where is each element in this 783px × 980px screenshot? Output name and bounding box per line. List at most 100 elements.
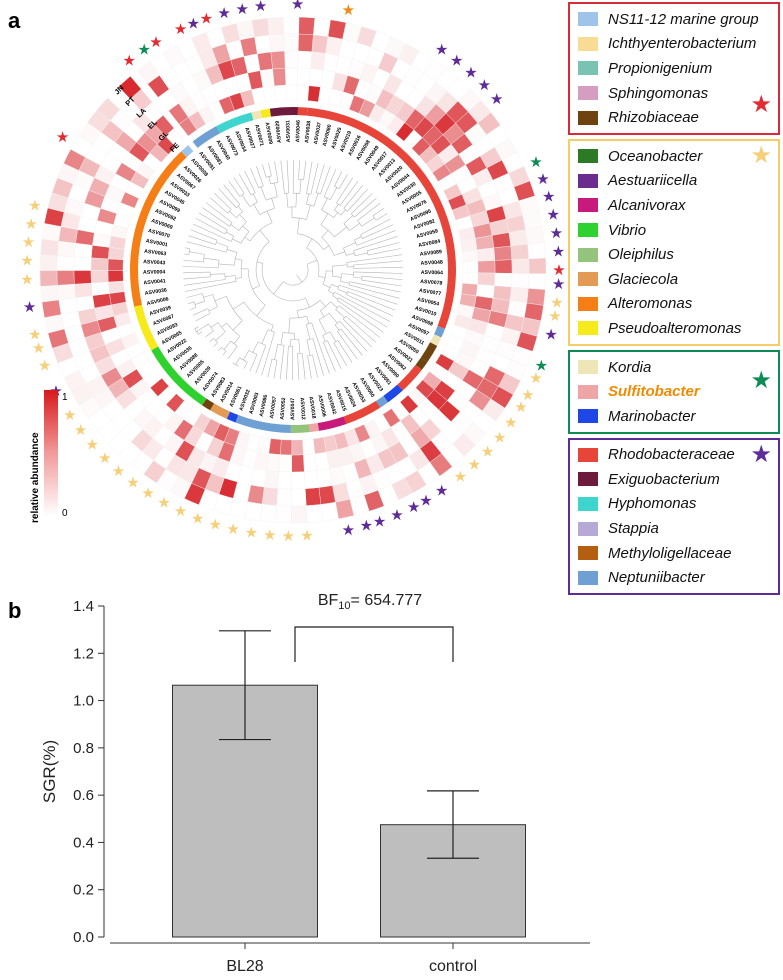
star-icon: ★	[521, 387, 534, 404]
tree-branch	[346, 294, 394, 317]
tree-branch	[270, 325, 274, 332]
tree-branch	[247, 268, 266, 306]
heatmap-cell	[57, 283, 76, 301]
star-icon: ★	[478, 77, 491, 94]
heatmap-cell	[285, 84, 298, 101]
asv-label: ASV0057	[269, 396, 278, 419]
heatmap-cell	[57, 240, 76, 257]
legend-label: Propionigenium	[608, 59, 713, 77]
tree-branch	[346, 254, 402, 263]
tree-branch	[214, 295, 227, 302]
star-icon: ★	[141, 485, 154, 502]
heatmap-cell	[254, 34, 272, 55]
legend-label: Methyloligellaceae	[608, 544, 732, 562]
taxonomy-ring	[130, 107, 457, 433]
legend-label: Sulfitobacter	[608, 383, 700, 401]
legend-group: Rhodobacteraceae Exiguobacterium Hyphomona…	[568, 437, 780, 596]
asv-label: ASV0064	[421, 270, 443, 276]
legend-swatch	[578, 149, 598, 164]
tree-branch	[345, 315, 377, 343]
tree-branch	[203, 294, 213, 298]
star-icon: ★	[544, 326, 557, 343]
heatmap-cell	[58, 297, 79, 315]
tree-branch	[307, 355, 312, 379]
heatmap-cell	[262, 85, 277, 103]
taxonomy-segment	[192, 126, 221, 148]
asv-label: ASV0080	[322, 124, 333, 147]
star-icon: ★	[504, 415, 517, 432]
star-icon: ★	[217, 5, 230, 22]
star-icon: ★	[360, 518, 373, 535]
tree-branch	[236, 204, 241, 208]
tree-branch	[240, 231, 250, 244]
legend-label: Oceanobacter	[608, 147, 703, 165]
tree-branch	[186, 241, 227, 253]
legend-swatch	[578, 198, 598, 213]
star-icon: ★	[342, 2, 355, 19]
legend-label: Sphingomonas	[608, 84, 709, 102]
star-icon: ★	[20, 253, 33, 270]
legend-item: Methyloligellaceae	[578, 541, 772, 566]
asv-label: ASV0009	[264, 122, 274, 145]
tree-branch	[306, 203, 315, 207]
taxonomy-segment	[151, 346, 207, 406]
heatmap-cell	[39, 270, 58, 287]
tree-branch	[183, 266, 219, 268]
tree-branch	[184, 279, 226, 286]
star-icon: ★	[454, 469, 467, 486]
taxonomy-segment	[209, 403, 231, 419]
tree-branch	[235, 357, 240, 365]
legend-label: Rhodobacteraceae	[608, 446, 735, 464]
tree-branch	[340, 328, 363, 356]
heatmap-cell	[492, 285, 512, 301]
asv-label: ASV0059	[416, 228, 439, 240]
legend-swatch	[578, 546, 598, 561]
tree-branch	[210, 273, 225, 275]
taxonomy-segment	[415, 357, 428, 370]
tree-branch	[268, 176, 271, 185]
legend-item: Alcanivorax	[578, 193, 772, 218]
legend-star-icon: ★	[750, 367, 772, 395]
asv-label: ASV0043	[143, 259, 166, 266]
star-icon: ★	[24, 216, 37, 233]
asv-label: ASV0089	[420, 249, 443, 258]
tree-branch	[224, 273, 226, 280]
heatmap-cell	[107, 258, 124, 271]
heatmap-cell	[269, 33, 285, 53]
tree-branch	[205, 330, 214, 338]
asv-label: ASV0047	[290, 398, 296, 420]
heatmap-cell	[90, 257, 109, 271]
heatmap-cell	[291, 488, 307, 507]
legend-label: Glaciecola	[608, 270, 679, 288]
tree-branch	[321, 230, 329, 238]
tree-branch	[322, 283, 331, 288]
tree-branch	[215, 331, 226, 341]
tree-branch	[349, 223, 360, 231]
heatmap-cell	[511, 258, 530, 274]
tree-branch	[243, 361, 248, 369]
heatmap-cell	[491, 232, 511, 249]
tree-branch	[286, 346, 289, 380]
tree-branch	[360, 218, 391, 235]
tree-branch	[354, 198, 377, 218]
star-icon: ★	[535, 357, 548, 374]
star-icon: ★	[20, 271, 33, 288]
star-icon: ★	[187, 15, 200, 32]
heatmap-cell	[270, 50, 286, 70]
tree-branch	[335, 309, 345, 318]
tree-branch	[321, 198, 328, 211]
tree-branch	[297, 353, 300, 380]
heatmap-cell	[40, 238, 60, 256]
heatmap-cell	[40, 285, 60, 303]
heatmap-cell	[305, 487, 322, 506]
tree-branch	[337, 340, 353, 363]
heatmap-cell	[526, 288, 546, 306]
tree-branch	[299, 179, 302, 194]
taxonomy-segment	[134, 304, 159, 351]
tree-branch	[323, 168, 337, 197]
tree-branch	[332, 264, 348, 267]
star-icon: ★	[28, 198, 41, 215]
tree-branch	[338, 174, 348, 189]
tree-branch	[218, 188, 237, 208]
